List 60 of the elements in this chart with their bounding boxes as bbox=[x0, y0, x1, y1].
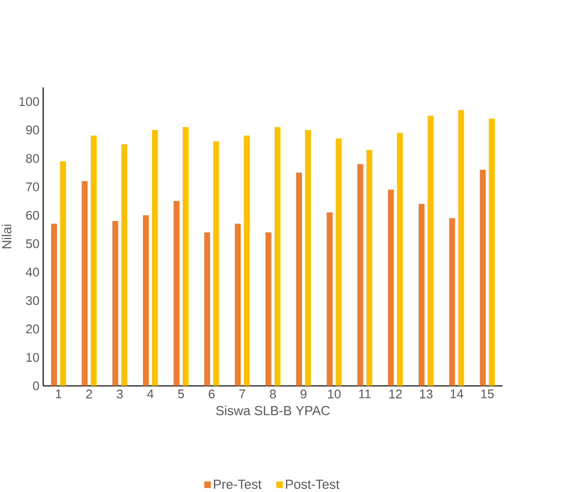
bar bbox=[265, 232, 272, 386]
x-tick-label: 15 bbox=[481, 390, 494, 398]
y-tick-label: 50 bbox=[26, 239, 40, 248]
x-tick-label: 11 bbox=[359, 390, 371, 398]
bar bbox=[296, 172, 302, 386]
bar bbox=[480, 170, 486, 386]
y-tick-label: 80 bbox=[26, 154, 40, 164]
bar bbox=[142, 215, 149, 386]
bar bbox=[305, 130, 311, 386]
legend-label: Post-Test bbox=[286, 480, 340, 490]
x-axis-title: Siswa SLB-B YPAC bbox=[216, 406, 330, 416]
x-tick-label: 12 bbox=[389, 390, 402, 398]
bar bbox=[428, 116, 434, 386]
bar bbox=[152, 130, 158, 386]
x-tick-label: 7 bbox=[239, 390, 246, 398]
bar bbox=[60, 161, 66, 386]
bar bbox=[234, 224, 241, 386]
bar bbox=[336, 138, 342, 386]
y-tick-label: 70 bbox=[26, 182, 40, 192]
y-tick-label: 60 bbox=[26, 211, 40, 220]
y-tick-label: 0 bbox=[33, 382, 40, 390]
x-tick-label: 10 bbox=[328, 390, 341, 399]
bar bbox=[51, 224, 57, 386]
bar bbox=[244, 136, 250, 386]
bar bbox=[458, 110, 464, 386]
x-tick-label: 8 bbox=[270, 390, 276, 399]
y-tick-label: 90 bbox=[26, 126, 40, 135]
bar bbox=[90, 136, 97, 386]
bar bbox=[366, 150, 372, 386]
bar bbox=[388, 190, 394, 386]
x-tick-label: 14 bbox=[450, 390, 464, 398]
bar bbox=[182, 127, 188, 386]
bar bbox=[357, 164, 364, 386]
y-axis-title: Nilai bbox=[2, 224, 12, 248]
bar bbox=[121, 144, 128, 386]
y-tick-label: 40 bbox=[26, 268, 40, 277]
y-tick-label: 10 bbox=[26, 353, 40, 362]
x-tick-label: 13 bbox=[420, 390, 432, 399]
bar bbox=[112, 221, 118, 386]
bar bbox=[488, 118, 495, 386]
bar bbox=[396, 133, 403, 386]
bar bbox=[449, 218, 456, 386]
bar bbox=[174, 201, 180, 386]
x-tick-label: 3 bbox=[116, 390, 123, 399]
x-tick-label: 1 bbox=[56, 390, 62, 398]
bar bbox=[204, 232, 210, 386]
x-tick-label: 6 bbox=[208, 390, 215, 399]
x-tick-label: 5 bbox=[178, 390, 184, 398]
bar bbox=[326, 212, 333, 386]
x-tick-label: 2 bbox=[86, 390, 92, 398]
y-tick-label: 20 bbox=[26, 324, 40, 334]
bar bbox=[213, 142, 220, 386]
y-tick-label: 30 bbox=[26, 296, 40, 306]
legend-label: Pre-Test bbox=[214, 480, 262, 490]
x-tick-label: 4 bbox=[147, 390, 154, 398]
y-tick-label: 100 bbox=[19, 97, 40, 106]
bar bbox=[418, 204, 424, 386]
bar bbox=[274, 127, 280, 386]
bar bbox=[82, 181, 88, 386]
x-tick-label: 9 bbox=[300, 390, 306, 399]
